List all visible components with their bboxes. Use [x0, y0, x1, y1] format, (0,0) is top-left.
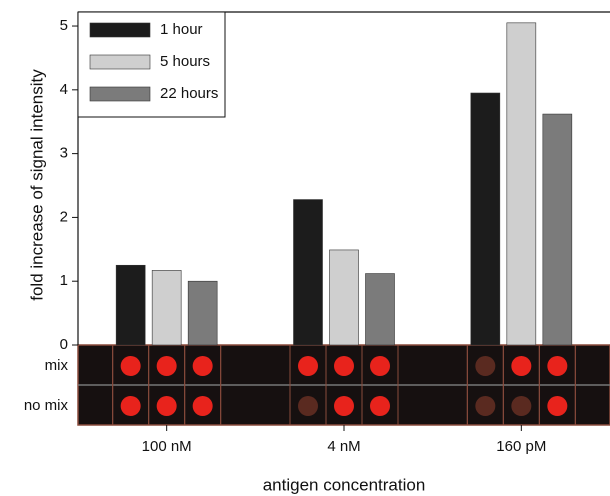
- spot: [475, 396, 495, 416]
- bar: [471, 93, 500, 345]
- y-tick-label: 2: [60, 208, 68, 225]
- bar: [543, 114, 572, 345]
- y-tick-label: 0: [60, 336, 68, 353]
- spot: [193, 356, 213, 376]
- legend-label: 22 hours: [160, 85, 218, 102]
- spot: [370, 356, 390, 376]
- legend-swatch: [90, 23, 150, 37]
- bar: [366, 274, 395, 345]
- row-label: mix: [45, 357, 69, 374]
- spot: [511, 356, 531, 376]
- spot: [193, 396, 213, 416]
- chart: antigen concentration fold increase of s…: [0, 0, 610, 496]
- spot: [334, 356, 354, 376]
- x-tick-label: 4 nM: [327, 438, 360, 455]
- legend-label: 5 hours: [160, 53, 210, 70]
- y-tick-label: 3: [60, 145, 68, 162]
- spot: [121, 356, 141, 376]
- y-tick-label: 5: [60, 17, 68, 34]
- bar: [294, 200, 323, 345]
- spot: [370, 396, 390, 416]
- bar: [152, 270, 181, 345]
- spot: [547, 356, 567, 376]
- y-tick-label: 1: [60, 272, 68, 289]
- bar: [188, 281, 217, 345]
- spot: [121, 396, 141, 416]
- spot: [298, 396, 318, 416]
- bar: [116, 265, 145, 345]
- legend-swatch: [90, 87, 150, 101]
- x-tick-label: 160 pM: [496, 438, 546, 455]
- x-tick-label: 100 nM: [142, 438, 192, 455]
- x-axis-label: antigen concentration: [263, 475, 426, 494]
- spot: [298, 356, 318, 376]
- y-tick-label: 4: [60, 81, 68, 98]
- spot: [157, 356, 177, 376]
- row-label: no mix: [24, 397, 69, 414]
- legend-swatch: [90, 55, 150, 69]
- spot: [475, 356, 495, 376]
- y-axis-label: fold increase of signal intensity: [27, 69, 46, 301]
- legend-label: 1 hour: [160, 21, 203, 38]
- bar: [330, 250, 359, 345]
- spot: [334, 396, 354, 416]
- bar: [507, 23, 536, 345]
- spot: [511, 396, 531, 416]
- spot: [157, 396, 177, 416]
- spot: [547, 396, 567, 416]
